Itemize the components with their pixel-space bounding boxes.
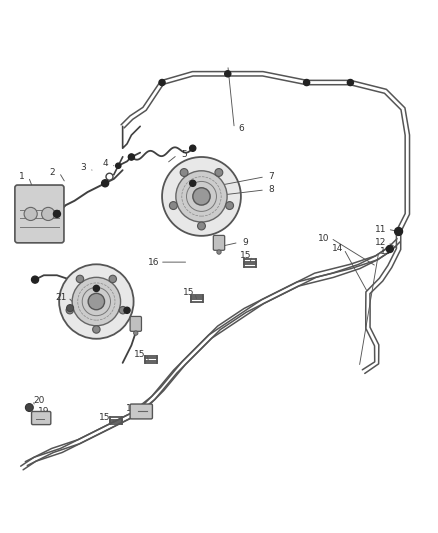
Text: 17: 17 <box>126 405 137 414</box>
Circle shape <box>198 222 205 230</box>
Circle shape <box>102 180 109 187</box>
FancyBboxPatch shape <box>15 185 64 243</box>
Circle shape <box>119 306 127 314</box>
Circle shape <box>124 307 130 313</box>
Text: 11: 11 <box>375 225 387 234</box>
Circle shape <box>134 331 138 335</box>
Circle shape <box>53 211 60 217</box>
Text: 20: 20 <box>34 395 45 405</box>
Circle shape <box>225 71 231 77</box>
Text: 15: 15 <box>240 251 251 260</box>
Circle shape <box>395 228 403 236</box>
Circle shape <box>67 304 74 312</box>
Circle shape <box>93 326 100 333</box>
Circle shape <box>88 293 105 310</box>
Circle shape <box>116 163 121 168</box>
Text: 2: 2 <box>50 168 55 177</box>
Text: 3: 3 <box>80 164 86 173</box>
Text: 15: 15 <box>99 413 111 422</box>
Circle shape <box>190 145 196 151</box>
Text: 8: 8 <box>268 185 275 195</box>
Text: 21: 21 <box>56 293 67 302</box>
Circle shape <box>24 207 37 221</box>
Circle shape <box>176 171 227 222</box>
Circle shape <box>226 201 233 209</box>
Circle shape <box>25 403 33 411</box>
Text: 13: 13 <box>380 247 391 256</box>
Text: 15: 15 <box>183 288 194 297</box>
Text: 19: 19 <box>38 407 49 416</box>
FancyBboxPatch shape <box>32 411 51 425</box>
Circle shape <box>190 180 196 187</box>
Text: 16: 16 <box>148 257 159 266</box>
Text: 1: 1 <box>19 172 25 181</box>
Text: 4: 4 <box>102 159 108 168</box>
FancyBboxPatch shape <box>130 404 152 419</box>
Text: 9: 9 <box>242 238 248 247</box>
Circle shape <box>170 201 177 209</box>
Circle shape <box>217 250 221 254</box>
Text: 7: 7 <box>268 172 275 181</box>
Circle shape <box>386 246 393 253</box>
Circle shape <box>66 306 74 314</box>
FancyBboxPatch shape <box>130 317 141 332</box>
Circle shape <box>109 275 117 282</box>
Circle shape <box>128 154 134 160</box>
Text: 10: 10 <box>318 233 330 243</box>
Circle shape <box>193 188 210 205</box>
FancyBboxPatch shape <box>213 236 225 251</box>
Circle shape <box>304 79 310 86</box>
Circle shape <box>72 277 120 326</box>
Circle shape <box>42 207 55 221</box>
Text: 15: 15 <box>134 350 146 359</box>
Text: 12: 12 <box>375 238 387 247</box>
Circle shape <box>59 264 134 339</box>
Circle shape <box>159 79 165 86</box>
Circle shape <box>129 155 134 159</box>
Text: 5: 5 <box>181 150 187 159</box>
Text: 14: 14 <box>332 245 343 254</box>
Circle shape <box>347 79 353 86</box>
Circle shape <box>162 157 241 236</box>
Circle shape <box>180 168 188 176</box>
Text: 6: 6 <box>238 124 244 133</box>
Circle shape <box>32 276 39 283</box>
Circle shape <box>93 285 99 292</box>
Circle shape <box>76 275 84 282</box>
Circle shape <box>215 168 223 176</box>
